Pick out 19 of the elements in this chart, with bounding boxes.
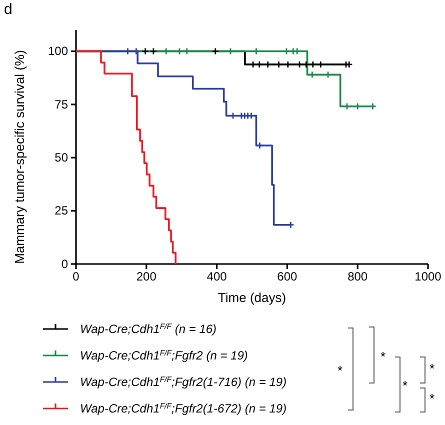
x-axis-title: Time (days) <box>218 290 286 305</box>
x-tick-label: 400 <box>206 270 228 284</box>
y-tick-label: 75 <box>54 97 68 112</box>
legend-label: Wap-Cre;Cdh1$^{F/F}$;Fgfr2 (n = 19) <box>80 348 248 362</box>
x-tick-label: 0 <box>72 270 80 284</box>
y-tick-label: 100 <box>48 44 68 58</box>
x-tick-label: 600 <box>277 270 298 284</box>
y-axis-title: Mammary tumor-specific survival (%) <box>12 50 27 264</box>
legend-label: Wap-Cre;Cdh1$^{F/F}$;Fgfr2(1-716) (n = 19) <box>80 374 287 389</box>
legend-label: Wap-Cre;Cdh1$^{F/F}$;Fgfr2(1-672) (n = 19) <box>80 401 287 416</box>
y-tick-label: 50 <box>54 150 68 164</box>
chart-title: d <box>4 1 12 18</box>
y-tick-label: 0 <box>61 256 68 271</box>
y-tick-label: 25 <box>54 204 68 218</box>
significance-brackets: * * * * * <box>337 326 435 412</box>
x-tick-label: 800 <box>348 270 368 284</box>
x-tick-label: 200 <box>136 270 157 284</box>
x-tick-label: 1000 <box>414 270 442 284</box>
legend-label: Wap-Cre;Cdh1$^{F/F}$ (n = 16) <box>80 322 217 336</box>
